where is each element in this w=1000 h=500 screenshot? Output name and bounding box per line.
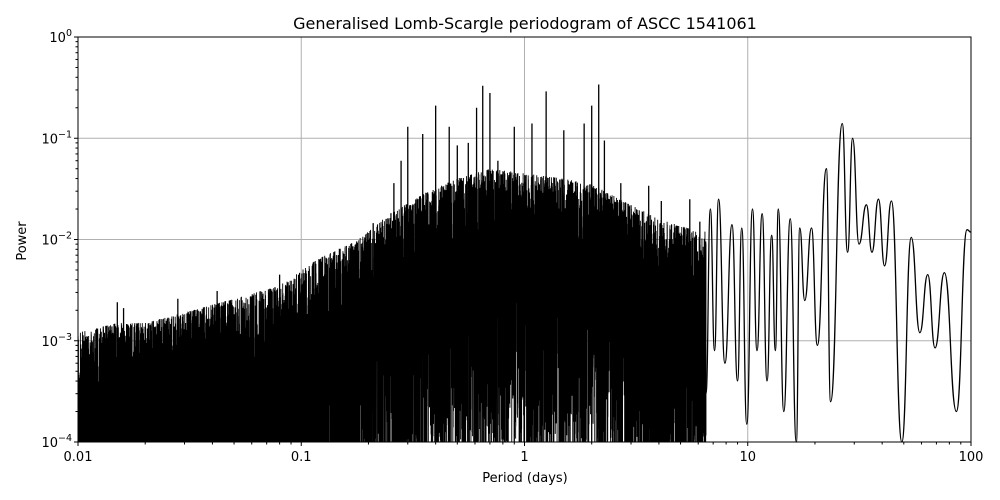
y-tick-label: 10−2 (41, 231, 72, 249)
axes: 0.01 0.1 1 10 100 10−4 10−3 10−2 10−1 100 (41, 28, 983, 465)
periodogram-series (78, 84, 971, 442)
x-tick-label: 0.01 (64, 450, 93, 465)
series-clip-group (78, 84, 971, 442)
x-axis-label: Period (days) (482, 471, 568, 486)
y-tick-label: 10−4 (41, 433, 72, 451)
x-tick-label: 10 (739, 450, 756, 465)
x-tick-label: 1 (520, 450, 528, 465)
y-tick-label: 10−3 (41, 332, 72, 350)
y-tick-label: 10−1 (41, 129, 72, 147)
x-tick-label: 0.1 (291, 450, 312, 465)
y-axis-label: Power (15, 221, 30, 261)
noise-trace (78, 169, 707, 442)
smooth-trace (705, 122, 971, 442)
y-tick-label: 100 (49, 28, 72, 46)
x-tick-label: 100 (959, 450, 984, 465)
chart-title: Generalised Lomb-Scargle periodogram of … (293, 14, 757, 33)
